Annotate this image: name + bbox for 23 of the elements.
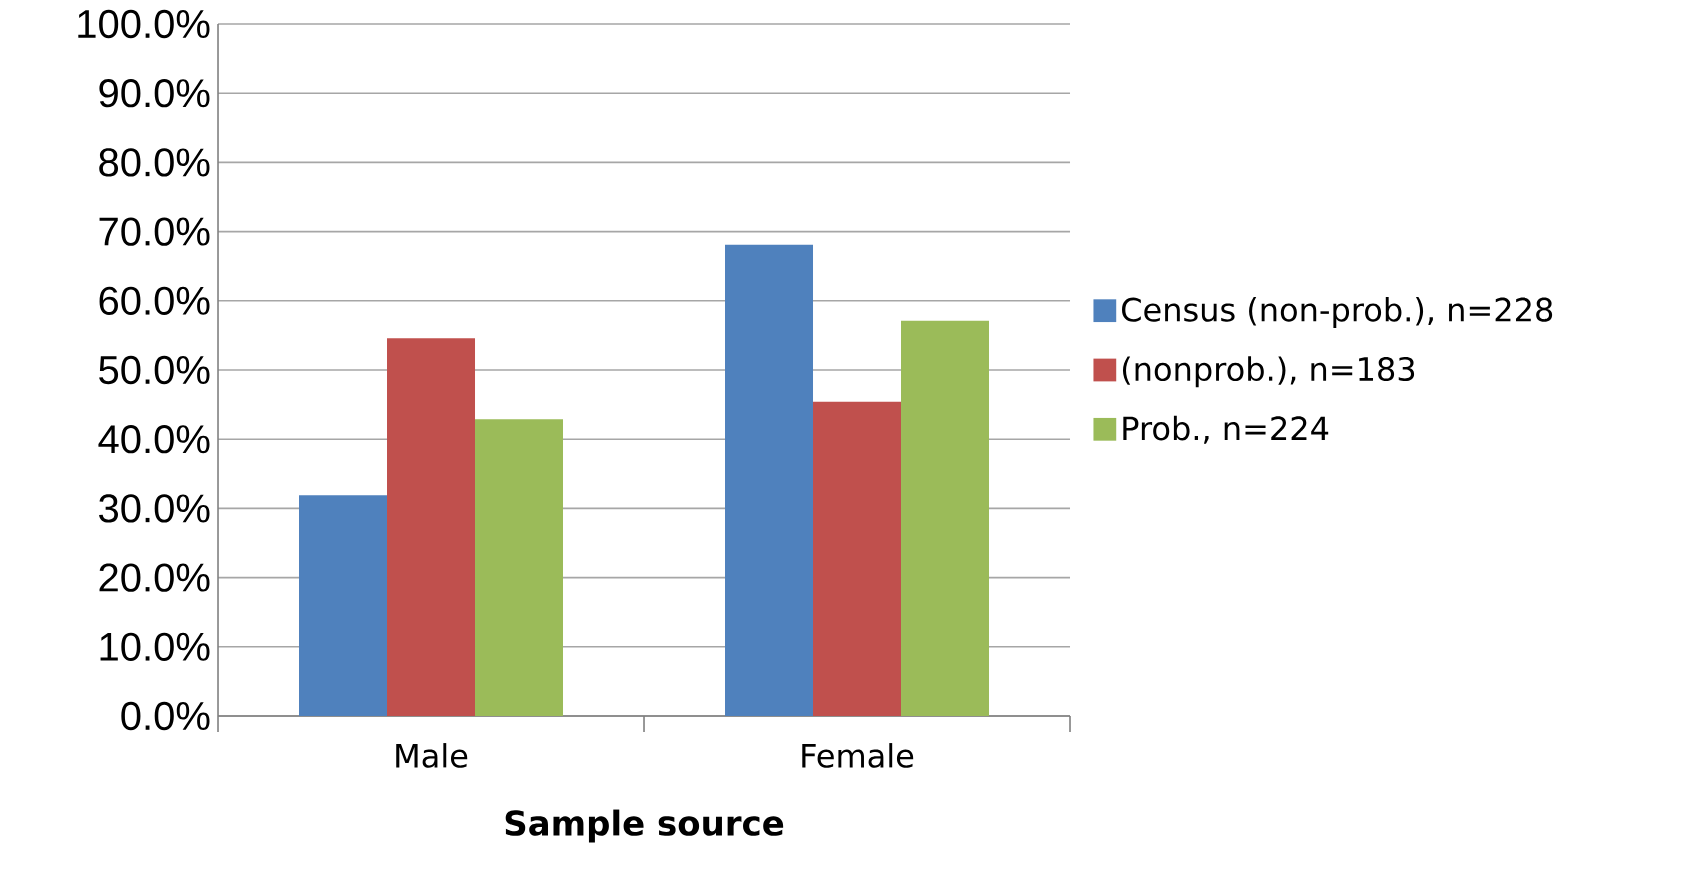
y-tick-label: 20.0%	[99, 563, 210, 592]
y-tick-label: 60.0%	[99, 286, 210, 315]
legend-label: Census (non-prob.), n=228	[1122, 297, 1553, 328]
y-tick-label: 50.0%	[99, 355, 210, 385]
bar	[475, 419, 564, 716]
bar	[901, 320, 990, 716]
y-tick-label: 70.0%	[99, 217, 210, 246]
legend-label: (nonprob.), n=183	[1122, 356, 1415, 388]
bar	[813, 401, 902, 716]
y-tick-label: 80.0%	[99, 148, 210, 177]
x-tick-label: Male	[396, 743, 468, 768]
bar	[387, 338, 476, 716]
y-tick-label: 90.0%	[99, 79, 210, 108]
legend-label: Prob., n=224	[1123, 415, 1329, 444]
y-tick-label: 40.0%	[98, 425, 210, 454]
y-tick-label: 10.0%	[100, 632, 210, 661]
bar	[299, 495, 388, 716]
x-axis-title: Sample source	[505, 809, 784, 843]
bar	[725, 244, 814, 716]
y-tick-label: 100.0%	[78, 9, 210, 39]
y-tick-label: 0.0%	[121, 701, 210, 731]
x-tick-label: Female	[802, 743, 914, 768]
y-tick-label: 30.0%	[99, 494, 210, 523]
